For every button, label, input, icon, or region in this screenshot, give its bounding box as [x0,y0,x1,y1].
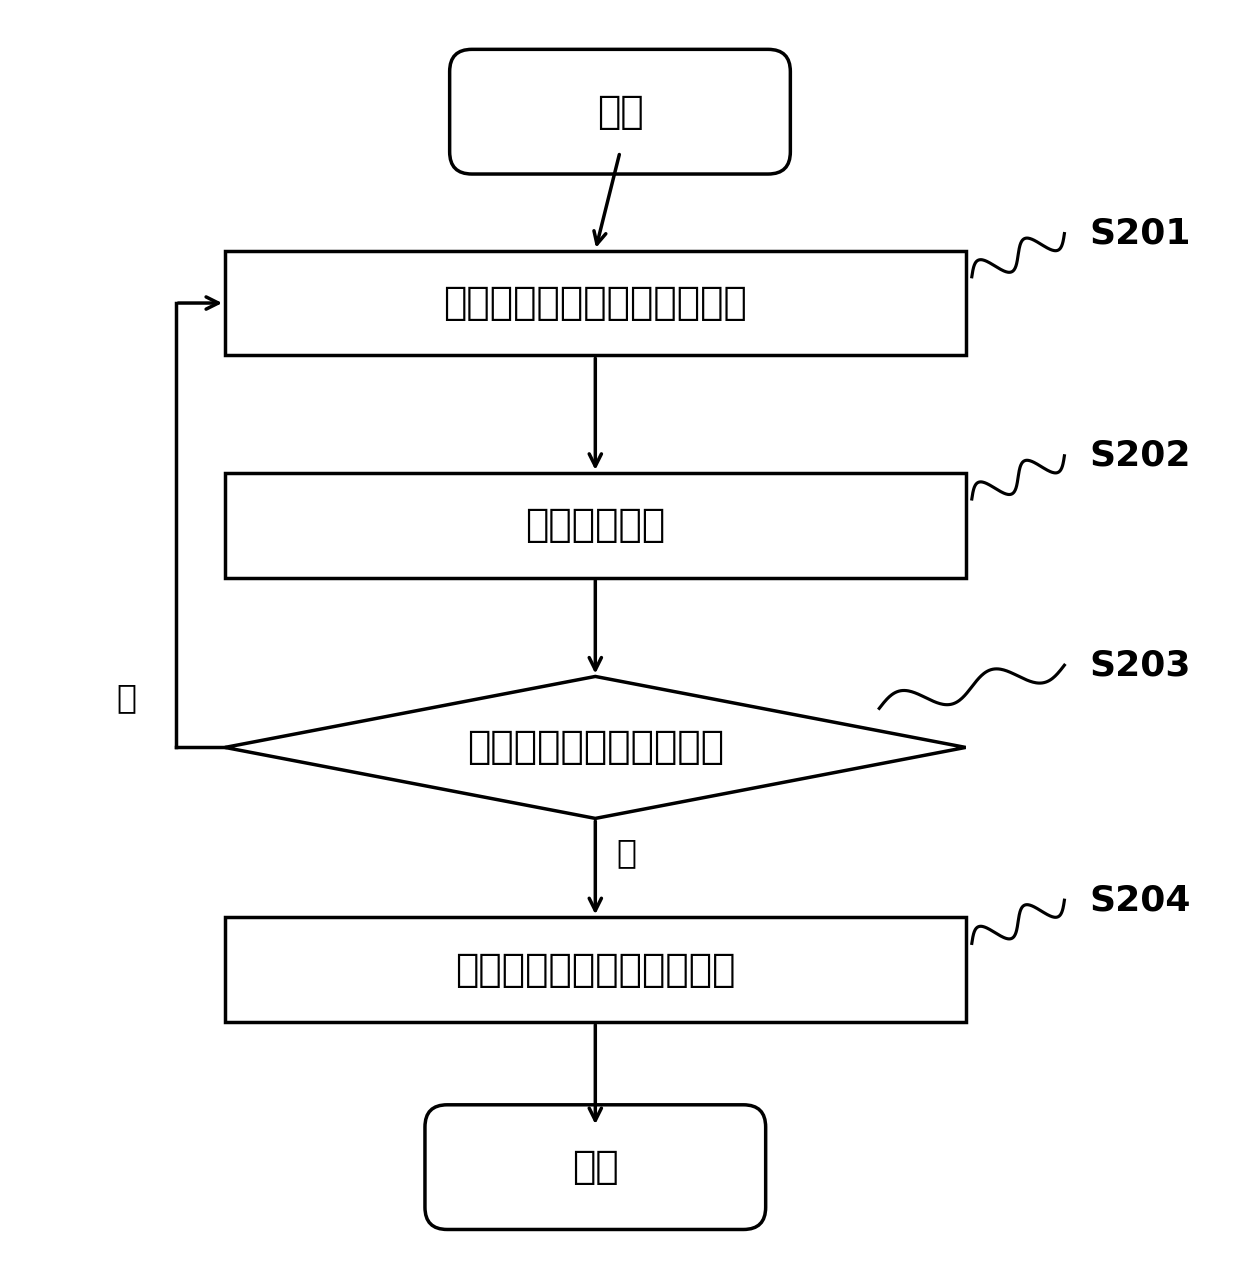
Bar [224,473,966,578]
Text: S202: S202 [1089,438,1190,473]
Text: S203: S203 [1089,648,1190,682]
Bar [224,251,966,356]
FancyBboxPatch shape [450,49,790,173]
Text: 结束: 结束 [572,1148,619,1186]
Text: 确定车辆当前及未来路况信息: 确定车辆当前及未来路况信息 [444,284,748,323]
Bar [224,917,966,1022]
Text: S204: S204 [1089,883,1190,917]
Text: S201: S201 [1089,217,1190,251]
Text: 是: 是 [616,837,636,870]
Polygon shape [224,676,966,819]
Text: 获取气温信息: 获取气温信息 [526,506,666,545]
Text: 否: 否 [117,681,136,714]
FancyBboxPatch shape [425,1105,765,1230]
Text: 开始: 开始 [596,93,644,131]
Text: 提前对电池包进行冷却控制: 提前对电池包进行冷却控制 [455,951,735,988]
Text: 是否需要加大电池放电量: 是否需要加大电池放电量 [466,729,724,766]
